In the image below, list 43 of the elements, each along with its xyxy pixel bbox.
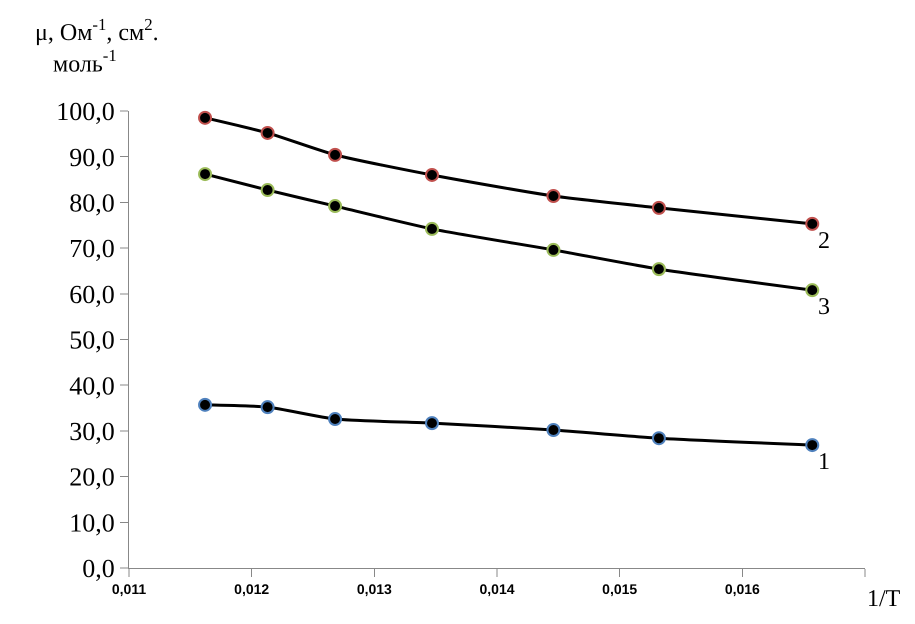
text: μ, Ом$^{-1}$, см$^{2}$. моль$^{-1}$ — [35, 15, 159, 78]
x-tick-label: 0,013 — [356, 580, 392, 597]
point — [546, 189, 560, 203]
x-tick-label: 0,011 — [112, 580, 146, 597]
point — [652, 262, 666, 276]
y-tick-label: 80,0 — [69, 188, 115, 218]
y-tick-label: 100,0 — [56, 97, 115, 126]
x-tick-label: 0,015 — [602, 580, 638, 597]
point — [328, 199, 342, 214]
series-label: 1 — [818, 449, 830, 475]
point — [328, 148, 342, 162]
y-tick-label: 60,0 — [69, 280, 115, 309]
y-tick-label: 70,0 — [69, 234, 115, 264]
point — [652, 431, 666, 446]
y-tick-label: 50,0 — [69, 326, 115, 355]
series-label: 3 — [818, 294, 830, 320]
x-tick-label: 0,016 — [724, 580, 760, 597]
y-tick-label: 0,0 — [82, 554, 115, 584]
point — [328, 412, 342, 426]
point — [424, 168, 439, 182]
y-tick-label: 40,0 — [69, 371, 115, 400]
point — [805, 216, 820, 231]
y-tick-label: 30,0 — [69, 417, 115, 446]
x-axis-title: 1/T — [867, 586, 901, 612]
point — [546, 242, 560, 257]
x-tick-label: 0,014 — [479, 580, 515, 597]
point — [805, 438, 820, 452]
point — [260, 183, 275, 198]
point — [546, 422, 560, 437]
point — [805, 283, 820, 298]
point — [424, 222, 439, 236]
point — [652, 200, 666, 215]
point — [424, 416, 439, 430]
series-label: 2 — [818, 228, 830, 254]
point — [198, 167, 212, 182]
y-tick-label: 90,0 — [69, 142, 115, 172]
x-tick-label: 0,012 — [234, 580, 270, 597]
y-tick-label: 10,0 — [69, 508, 115, 538]
point — [198, 398, 212, 412]
point — [260, 400, 275, 414]
y-tick-label: 20,0 — [69, 462, 115, 492]
point — [198, 110, 212, 125]
point — [260, 126, 275, 140]
